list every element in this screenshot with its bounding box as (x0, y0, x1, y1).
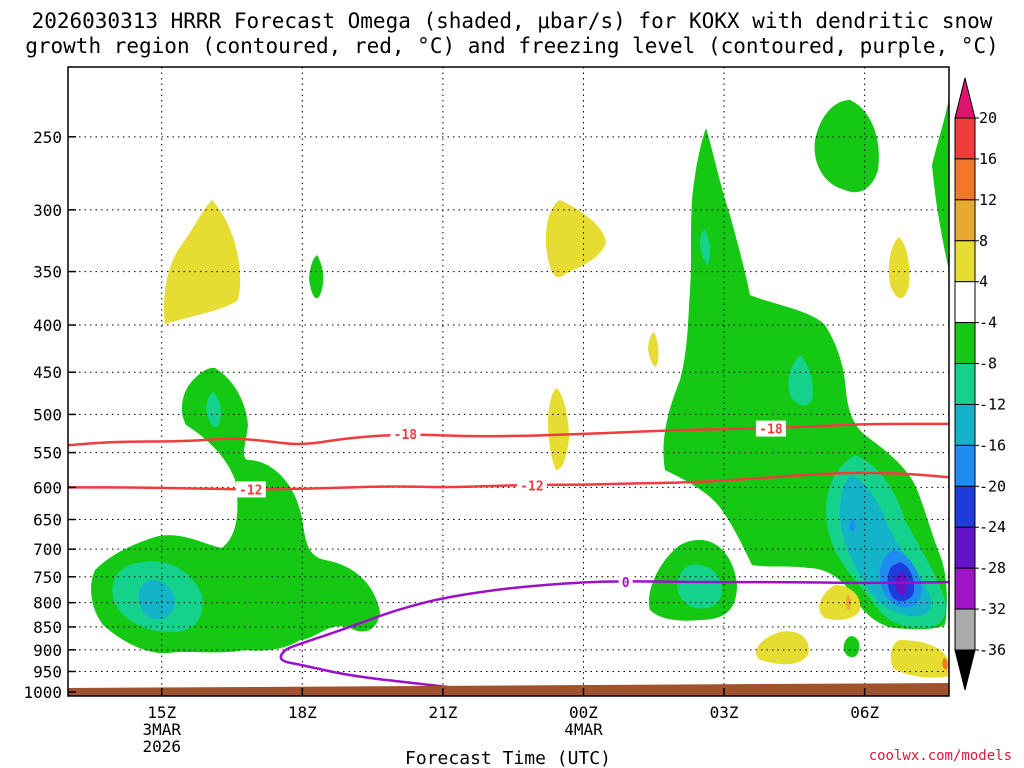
colorbar-label: 8 (979, 232, 988, 250)
omega-region-green-tiny-low (843, 636, 860, 658)
omega-region-cyan-left (138, 579, 175, 620)
omega-region-green-right-edge (932, 98, 949, 270)
x-tick-label: 15Z (147, 703, 176, 722)
colorbar-label: -20 (979, 477, 1006, 495)
y-tick-label: 350 (33, 263, 62, 282)
contour-label: 0 (622, 576, 630, 591)
x-tick-label: 21Z (428, 703, 457, 722)
contour-label-bg (618, 574, 633, 591)
contour-label: -12 (520, 479, 543, 494)
colorbar-label: -28 (979, 559, 1006, 577)
y-tick-label: 600 (33, 478, 62, 497)
y-tick-label: 500 (33, 405, 62, 424)
contours: -12 -18 -12 -18 0 (67, 420, 950, 696)
omega-region-yellow-evening-mid (548, 388, 569, 470)
omega-region-yellow-small (648, 332, 659, 367)
chart-title-line-2: growth region (contoured, red, °C) and f… (25, 34, 999, 58)
omega-region-teal-left-top (206, 392, 221, 428)
x-axis-title: Forecast Time (UTC) (405, 748, 611, 768)
omega-region-yellow-low-right-1 (819, 585, 861, 620)
colorbar-segment (954, 322, 976, 365)
omega-region-yellow-low-right-2 (756, 631, 809, 665)
colorbar-label: -4 (979, 314, 997, 332)
y-tick-label: 850 (33, 618, 62, 637)
contour-dendritic-minus-12 (68, 471, 950, 491)
colorbar-label: -12 (979, 395, 1006, 413)
colorbar-segment (954, 526, 976, 569)
colorbar: 20 16 12 8 4 -4 -8 -12 -16 -20 -24 -28 -32 -36 (954, 77, 1006, 691)
y-tick-label: 900 (33, 641, 62, 660)
grid-lines (68, 67, 949, 696)
y-tick-label: 400 (33, 316, 62, 335)
y-axis: 250 300 350 400 450 500 550 600 650 700 750 800 850 9… (23, 128, 76, 702)
contour-label: -12 (239, 483, 262, 498)
colorbar-segment (954, 485, 976, 528)
colorbar-segment (954, 117, 976, 160)
chart-title-line-1: 2026030313 HRRR Forecast Omega (shaded, … (32, 9, 993, 33)
colorbar-bottom-arrow (954, 649, 976, 691)
x-tick-label: 2026 (142, 737, 181, 756)
y-tick-label: 250 (33, 128, 62, 147)
colorbar-segment (954, 199, 976, 242)
y-tick-label: 650 (33, 510, 62, 529)
omega-region-yellow-right-upper-mid (888, 237, 910, 299)
omega-region-yellow-upper-left (164, 200, 241, 324)
colorbar-segment (954, 363, 976, 405)
credit-text: coolwx.com/models (869, 748, 1012, 764)
x-tick-label: 06Z (850, 703, 879, 722)
omega-shading (91, 98, 949, 678)
colorbar-segment (954, 444, 976, 487)
plot-frame (67, 66, 950, 697)
y-tick-label: 750 (33, 568, 62, 587)
omega-region-green-upper-right (814, 100, 879, 193)
contour-label-bg (755, 420, 786, 437)
ground-strip (68, 683, 949, 696)
omega-region-orange-low-right-1 (845, 595, 852, 610)
omega-region-teal-upper-night (700, 230, 711, 265)
x-tick-label: 3MAR (142, 720, 181, 739)
colorbar-label: -16 (979, 436, 1006, 454)
y-tick-label: 700 (33, 540, 62, 559)
contour-freezing-level-0 (279, 580, 950, 696)
omega-region-teal-night-low (677, 564, 722, 609)
y-tick-label: 550 (33, 444, 62, 463)
colorbar-label: 12 (979, 191, 997, 209)
colorbar-segment (954, 403, 976, 446)
colorbar-top-arrow (954, 77, 976, 119)
contour-label-bg (516, 477, 547, 494)
x-tick-label: 00Z (569, 703, 598, 722)
y-tick-label: 1000 (23, 683, 62, 702)
colorbar-segment (954, 567, 976, 610)
colorbar-label: 20 (979, 109, 997, 127)
y-tick-label: 800 (33, 594, 62, 613)
colorbar-segment (954, 240, 976, 283)
colorbar-segment (954, 158, 976, 201)
omega-region-teal-mid-night (788, 355, 813, 406)
omega-region-yellow-evening-upper (545, 200, 606, 278)
y-tick-label: 950 (33, 662, 62, 681)
omega-region-orange-low-right-3 (942, 658, 948, 670)
y-tick-label: 450 (33, 363, 62, 382)
colorbar-label: 16 (979, 150, 997, 168)
colorbar-segment (954, 608, 976, 651)
contour-label: -18 (759, 423, 783, 438)
colorbar-label: 4 (979, 273, 988, 291)
colorbar-segment (954, 281, 976, 324)
x-tick-label: 4MAR (564, 720, 603, 739)
colorbar-label: -8 (979, 355, 997, 373)
x-tick-label: 18Z (288, 703, 317, 722)
omega-region-green-small-upper (309, 255, 324, 299)
colorbar-label: -32 (979, 600, 1006, 618)
omega-region-cyan-small-night (849, 518, 856, 532)
contour-label-bg (390, 425, 421, 442)
contour-label: -18 (394, 428, 418, 443)
y-tick-label: 300 (33, 201, 62, 220)
x-tick-label: 03Z (710, 703, 739, 722)
colorbar-label: -24 (979, 518, 1006, 536)
contour-label-bg (235, 481, 266, 498)
colorbar-label: -36 (979, 641, 1006, 659)
